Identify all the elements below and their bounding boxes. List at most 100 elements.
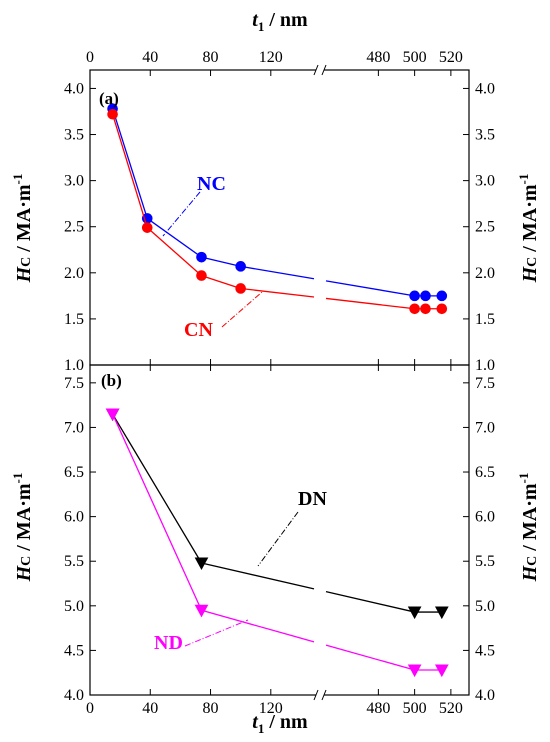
series-cn xyxy=(107,108,448,315)
point-cn-1 xyxy=(141,222,153,233)
point-nd-0 xyxy=(105,408,120,422)
panel-label-b: (b) xyxy=(101,371,122,390)
x-axis-title-bottom: t1 / nm xyxy=(252,711,308,736)
point-nc-3 xyxy=(235,261,246,272)
y-tick-label-right-a-1.5: 1.5 xyxy=(475,311,495,328)
series-line-nc-0 xyxy=(111,108,148,219)
point-cn-2 xyxy=(196,270,207,281)
y-axis-title-a-left: HC / MA·m-1 xyxy=(10,174,35,284)
series-line-cn-2 xyxy=(201,274,241,290)
y-tick-label-left-a-3.0: 3.0 xyxy=(64,173,84,190)
series-line-nd-1-a xyxy=(201,609,315,643)
point-dn-2 xyxy=(407,606,422,620)
series-line-cn-3-a xyxy=(240,287,315,298)
series-nc xyxy=(107,103,448,302)
y-tick-label-right-b-4.0: 4.0 xyxy=(475,687,495,704)
x-tick-label-bottom-80: 80 xyxy=(203,700,219,717)
y-tick-label-left-a-2.0: 2.0 xyxy=(64,265,84,282)
x-tick-label-bottom-0: 0 xyxy=(86,700,94,717)
callout-label-cn: CN xyxy=(184,319,213,341)
y-tick-label-left-a-1.5: 1.5 xyxy=(64,311,84,328)
y-tick-label-left-b-7.0: 7.0 xyxy=(64,419,84,436)
y-tick-label-right-b-5.0: 5.0 xyxy=(475,598,495,615)
axis-break-mark-0-b xyxy=(321,64,327,76)
y-axis-title-a-right: HC / MA·m-1 xyxy=(516,174,541,284)
y-axis-title-b-left: HC / MA·m-1 xyxy=(10,473,35,583)
y-tick-label-left-b-6.0: 6.0 xyxy=(64,509,84,526)
callout-leader-nd xyxy=(184,619,249,647)
y-tick-label-left-a-3.5: 3.5 xyxy=(64,127,84,144)
x-axis-title-top: t1 / nm xyxy=(252,9,308,34)
callout-label-nd: ND xyxy=(154,632,183,654)
x-tick-label-bottom-40: 40 xyxy=(142,700,158,717)
y-tick-label-left-b-5.0: 5.0 xyxy=(64,598,84,615)
x-tick-label-top-500: 500 xyxy=(403,49,427,66)
y-tick-label-right-a-1.0: 1.0 xyxy=(475,357,495,374)
y-tick-label-left-b-5.5: 5.5 xyxy=(64,553,84,570)
series-line-dn-1-b xyxy=(325,591,415,613)
y-tick-label-right-b-6.5: 6.5 xyxy=(475,464,495,481)
callout-leader-cn xyxy=(221,291,263,328)
series-line-nc-1 xyxy=(146,217,202,258)
y-tick-label-right-b-7.5: 7.5 xyxy=(475,375,495,392)
x-tick-label-top-80: 80 xyxy=(203,49,219,66)
series-line-cn-3-b xyxy=(325,297,415,310)
x-tick-label-top-0: 0 xyxy=(86,49,94,66)
y-tick-label-right-a-2.0: 2.0 xyxy=(475,265,495,282)
y-tick-label-left-b-6.5: 6.5 xyxy=(64,464,84,481)
y-tick-label-left-b-4.0: 4.0 xyxy=(64,687,84,704)
x-tick-label-top-520: 520 xyxy=(439,49,463,66)
point-nc-5 xyxy=(420,290,431,302)
y-tick-label-left-a-1.0: 1.0 xyxy=(64,357,84,374)
panel-label-a: (a) xyxy=(99,89,119,108)
x-tick-label-bottom-500: 500 xyxy=(403,700,427,717)
point-nc-4 xyxy=(409,290,420,302)
series-line-nd-0 xyxy=(112,413,203,611)
x-tick-label-bottom-480: 480 xyxy=(366,700,390,717)
callout-leader-nc xyxy=(162,191,201,237)
point-cn-5 xyxy=(420,303,431,315)
y-tick-label-left-a-4.0: 4.0 xyxy=(64,80,84,97)
point-nc-6 xyxy=(436,290,448,302)
callout-leader-dn xyxy=(257,511,299,567)
x-tick-label-top-40: 40 xyxy=(142,49,158,66)
series-line-dn-0 xyxy=(112,413,203,564)
axis-break-mark-1-a xyxy=(313,689,319,701)
y-tick-label-left-a-2.5: 2.5 xyxy=(64,219,84,236)
point-cn-4 xyxy=(409,303,420,315)
point-dn-1 xyxy=(194,557,209,571)
point-nc-2 xyxy=(196,251,207,263)
series-line-nc-3-b xyxy=(325,280,415,297)
point-cn-6 xyxy=(436,303,448,315)
x-tick-label-top-120: 120 xyxy=(259,49,283,66)
y-tick-label-left-b-7.5: 7.5 xyxy=(64,375,84,392)
axis-break-gap-0 xyxy=(316,65,324,75)
point-dn-3 xyxy=(434,606,449,620)
x-tick-label-bottom-520: 520 xyxy=(439,700,463,717)
y-tick-label-right-a-3.5: 3.5 xyxy=(475,127,495,144)
y-tick-label-left-b-4.5: 4.5 xyxy=(64,642,84,659)
y-tick-label-right-b-6.0: 6.0 xyxy=(475,509,495,526)
series-line-nc-2 xyxy=(201,256,241,267)
y-tick-label-right-a-2.5: 2.5 xyxy=(475,219,495,236)
point-nd-1 xyxy=(194,604,209,618)
y-tick-label-right-a-4.0: 4.0 xyxy=(475,80,495,97)
series-line-nd-1-b xyxy=(325,644,415,671)
point-cn-3 xyxy=(235,283,246,294)
axis-break-mark-1-b xyxy=(321,689,327,701)
y-tick-label-right-b-4.5: 4.5 xyxy=(475,642,495,659)
point-nd-3 xyxy=(434,664,449,678)
y-tick-label-right-b-7.0: 7.0 xyxy=(475,419,495,436)
callout-label-dn: DN xyxy=(298,488,327,510)
y-axis-title-b-right: HC / MA·m-1 xyxy=(516,473,541,583)
series-line-dn-1-a xyxy=(201,562,315,590)
point-nd-2 xyxy=(407,664,422,678)
point-cn-0 xyxy=(107,108,118,120)
series-line-cn-0 xyxy=(111,114,148,228)
series-line-nc-3-a xyxy=(240,265,315,280)
y-tick-label-right-a-3.0: 3.0 xyxy=(475,173,495,190)
series-line-cn-1 xyxy=(146,227,202,277)
x-tick-label-bottom-120: 120 xyxy=(259,700,283,717)
y-tick-label-right-b-5.5: 5.5 xyxy=(475,553,495,570)
